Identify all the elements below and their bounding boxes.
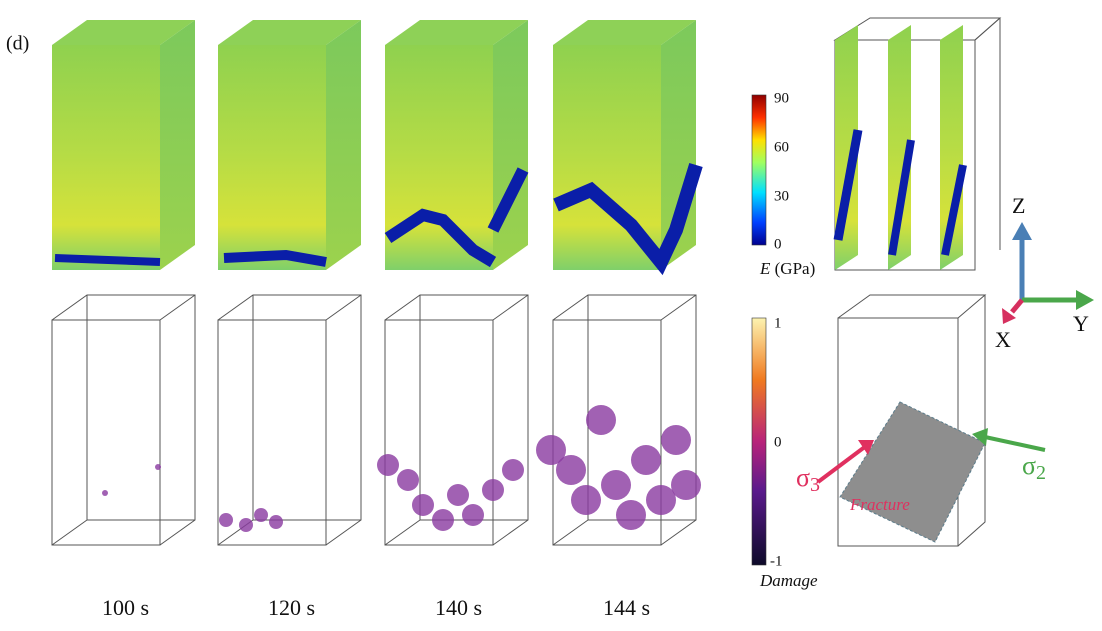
colorbar-tick: 90 (774, 90, 789, 106)
box-hidden (552, 519, 589, 546)
box-side (160, 20, 195, 270)
damage-cluster (601, 470, 631, 500)
damage-cluster (536, 435, 566, 465)
axis-label: Y (1073, 311, 1089, 336)
box-front (385, 45, 493, 270)
panel-label: (d) (6, 33, 29, 55)
damage-cluster (671, 470, 701, 500)
box-front (51, 319, 161, 546)
damage-cluster (155, 464, 161, 470)
damage-cluster (631, 445, 661, 475)
colorbar-tick: 1 (774, 315, 782, 331)
colorbar-tick: 60 (774, 139, 789, 155)
damage-cluster (269, 515, 283, 529)
damage-cluster (219, 513, 233, 527)
damage-cluster (616, 500, 646, 530)
box-hidden (252, 295, 361, 521)
modulus-box (553, 20, 703, 276)
time-label: 100 s (102, 595, 149, 620)
axes-triad: Z Y X (995, 193, 1094, 352)
modulus-colorbar (751, 94, 767, 246)
damage-cluster (432, 509, 454, 531)
modulus-box (218, 20, 361, 270)
time-label: 144 s (603, 595, 650, 620)
box-hidden (419, 295, 528, 521)
colorbar-tick: 0 (774, 236, 782, 252)
box-back (384, 294, 529, 546)
crack-band (384, 167, 529, 268)
box-top (52, 20, 195, 45)
colorbar-tick: 0 (774, 434, 782, 450)
box-top (553, 20, 696, 45)
colorbar-label: E (GPa) (759, 259, 815, 278)
damage-box (377, 294, 529, 546)
damage-cluster (254, 508, 268, 522)
damage-cluster (239, 518, 253, 532)
fracture-schematic: σ3 σ2 Fracture (796, 294, 1046, 547)
fracture-label: Fracture (849, 495, 910, 514)
damage-box (536, 294, 701, 546)
damage-cluster (397, 469, 419, 491)
damage-cluster (571, 485, 601, 515)
box-hidden (86, 295, 195, 521)
box-top (385, 20, 528, 45)
box-hidden (660, 294, 697, 321)
damage-cluster (661, 425, 691, 455)
damage-box (217, 294, 362, 546)
colorbar-label: Damage (759, 571, 818, 590)
damage-box (51, 294, 196, 546)
box-front (217, 319, 327, 546)
damage-cluster (447, 484, 469, 506)
box-front (52, 45, 160, 270)
damage-cluster (377, 454, 399, 476)
specimens: 100 s 120 s 140 s 144 s (51, 20, 703, 620)
stress-label: σ2 (1022, 451, 1046, 484)
crack-band (553, 162, 703, 276)
box-hidden (51, 519, 88, 546)
slices (833, 17, 1002, 271)
damage-cluster (586, 405, 616, 435)
time-label: 120 s (268, 595, 315, 620)
box-front (553, 45, 661, 270)
damage-cluster (556, 455, 586, 485)
modulus-box (52, 20, 195, 270)
box-back (217, 294, 362, 546)
colorbar-tick: 30 (774, 188, 789, 204)
stress-label: σ3 (796, 463, 820, 496)
box-front (218, 45, 326, 270)
modulus-box (384, 20, 529, 270)
axis-label: Z (1012, 193, 1025, 218)
time-label: 140 s (435, 595, 482, 620)
damage-cluster (646, 485, 676, 515)
crack-band (223, 249, 327, 267)
damage-cluster (482, 479, 504, 501)
box-hidden (325, 294, 362, 321)
box-hidden (159, 294, 196, 321)
damage-cluster (412, 494, 434, 516)
crack-band (54, 254, 161, 266)
box-top (218, 20, 361, 45)
axis-label: X (995, 327, 1011, 352)
damage-cluster (462, 504, 484, 526)
box-hidden (492, 294, 529, 321)
box-side (326, 20, 361, 270)
damage-cluster (102, 490, 108, 496)
colorbar-tick: -1 (770, 553, 783, 569)
damage-colorbar (751, 317, 767, 566)
box-hidden (384, 519, 421, 546)
box-back (51, 294, 196, 546)
damage-cluster (502, 459, 524, 481)
